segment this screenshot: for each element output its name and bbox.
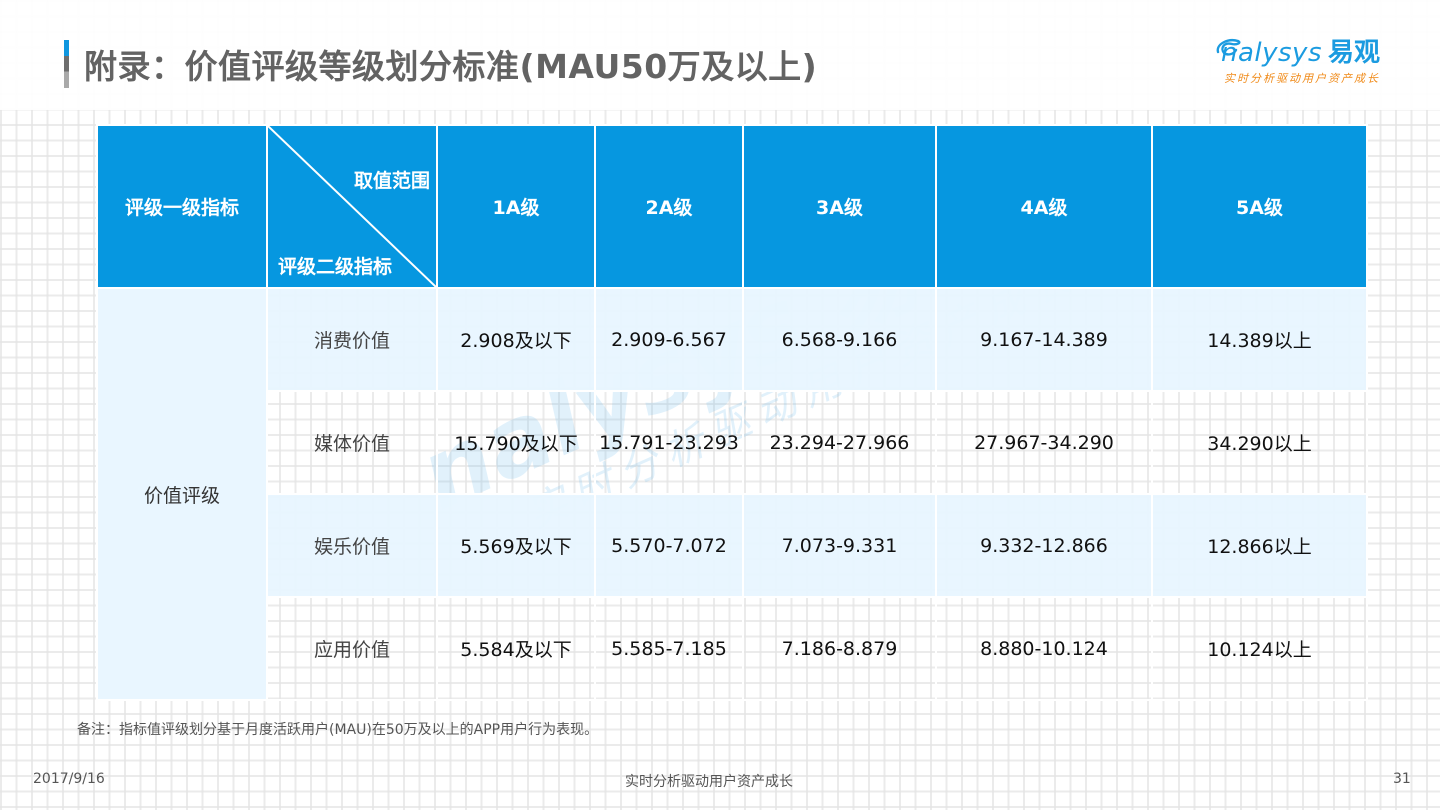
value-cell: 2.908及以下 xyxy=(436,287,596,392)
table-header-row: 评级一级指标 取值范围 评级二级指标 1A级 2A级 3A级 4A级 5A级 xyxy=(96,124,1368,289)
value-cell: 5.584及以下 xyxy=(436,596,596,701)
header-diagonal-cell: 取值范围 评级二级指标 xyxy=(266,124,438,289)
indicator-cell: 娱乐价值 xyxy=(266,493,438,598)
header-level-1a: 1A级 xyxy=(436,124,596,289)
indicator-cell: 消费价值 xyxy=(266,287,438,392)
logo-swoosh-icon xyxy=(1216,39,1241,56)
logo-slogan: 实时分析驱动用户资产成长 xyxy=(1224,72,1380,85)
value-cell: 23.294-27.966 xyxy=(742,390,937,495)
value-cell: 7.073-9.331 xyxy=(742,493,937,598)
page-number: 31 xyxy=(1393,771,1411,787)
footer-slogan: 实时分析驱动用户资产成长 xyxy=(625,774,793,790)
header-secondary-indicator: 评级二级指标 xyxy=(278,256,393,278)
header-value-range: 取值范围 xyxy=(353,170,430,192)
value-cell: 5.570-7.072 xyxy=(594,493,744,598)
primary-category-cell: 价值评级 xyxy=(96,287,268,701)
value-cell: 5.585-7.185 xyxy=(594,596,744,701)
header-primary-indicator: 评级一级指标 xyxy=(96,124,268,289)
value-cell: 27.967-34.290 xyxy=(935,390,1153,495)
header-level-2a: 2A级 xyxy=(594,124,744,289)
table-row: 应用价值 5.584及以下 5.585-7.185 7.186-8.879 8.… xyxy=(97,596,1368,701)
indicator-cell: 应用价值 xyxy=(266,596,438,701)
diagonal-line-icon xyxy=(268,126,436,287)
value-cell: 12.866以上 xyxy=(1151,493,1368,598)
header-level-5a: 5A级 xyxy=(1151,124,1368,289)
value-cell: 9.332-12.866 xyxy=(935,493,1153,598)
value-cell: 15.791-23.293 xyxy=(594,390,744,495)
footnote: 备注：指标值评级划分基于月度活跃用户(MAU)在50万及以上的APP用户行为表现… xyxy=(77,722,599,738)
rating-standard-table: 评级一级指标 取值范围 评级二级指标 1A级 2A级 3A级 4A级 5A级 价… xyxy=(96,124,1368,701)
value-cell: 5.569及以下 xyxy=(436,493,596,598)
value-cell: 9.167-14.389 xyxy=(935,287,1153,392)
analysys-logo: nalysys 易观 实时分析驱动用户资产成长 xyxy=(1210,30,1410,90)
indicator-cell: 媒体价值 xyxy=(266,390,438,495)
logo-brand: nalysys 易观 xyxy=(1221,32,1380,69)
logo-brand-cn: 易观 xyxy=(1327,38,1380,68)
value-cell: 2.909-6.567 xyxy=(594,287,744,392)
header-band xyxy=(0,0,1440,110)
value-cell: 6.568-9.166 xyxy=(742,287,937,392)
table-row: 媒体价值 15.790及以下 15.791-23.293 23.294-27.9… xyxy=(97,390,1368,495)
logo-brand-en: nalysys xyxy=(1220,38,1322,68)
header-level-4a: 4A级 xyxy=(935,124,1153,289)
page-title: 附录：价值评级等级划分标准(MAU50万及以上) xyxy=(84,47,818,86)
value-cell: 8.880-10.124 xyxy=(935,596,1153,701)
value-cell: 14.389以上 xyxy=(1151,287,1368,392)
header-level-3a: 3A级 xyxy=(742,124,937,289)
value-cell: 10.124以上 xyxy=(1151,596,1368,701)
table-row: 价值评级 消费价值 2.908及以下 2.909-6.567 6.568-9.1… xyxy=(96,287,1368,701)
value-cell: 7.186-8.879 xyxy=(742,596,937,701)
title-accent-bar xyxy=(64,40,69,88)
footer-date: 2017/9/16 xyxy=(33,771,105,787)
value-cell: 34.290以上 xyxy=(1151,390,1368,495)
value-cell: 15.790及以下 xyxy=(436,390,596,495)
table-row: 娱乐价值 5.569及以下 5.570-7.072 7.073-9.331 9.… xyxy=(97,493,1368,598)
